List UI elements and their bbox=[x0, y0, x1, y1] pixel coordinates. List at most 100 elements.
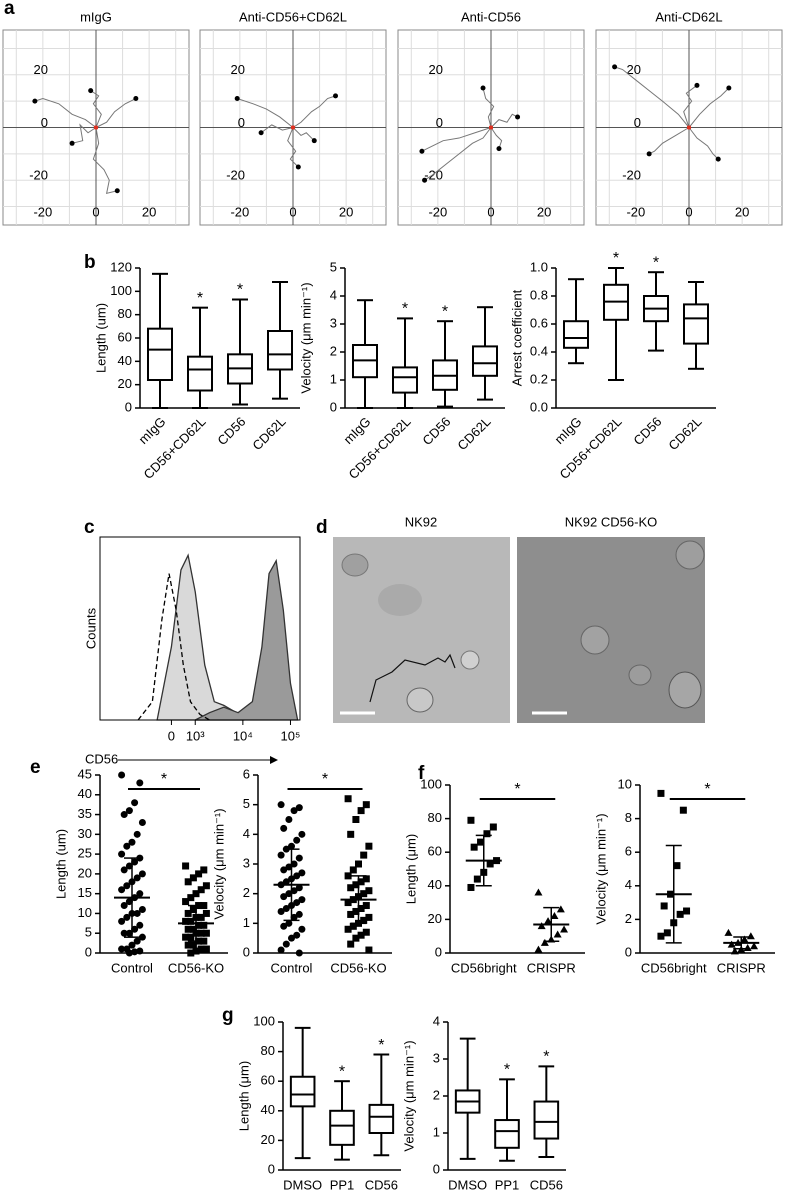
track bbox=[95, 98, 137, 128]
track-end bbox=[69, 140, 75, 146]
point bbox=[131, 799, 139, 807]
y-tick-label: 0.4 bbox=[530, 343, 548, 358]
x-tick-label: mIgG bbox=[135, 414, 168, 447]
track-end bbox=[646, 151, 652, 157]
point bbox=[195, 921, 203, 929]
x-tick-label: Control bbox=[111, 960, 153, 975]
point bbox=[187, 894, 195, 902]
density-curve bbox=[194, 558, 299, 721]
x-tick-label: 0 bbox=[92, 204, 99, 219]
track-end bbox=[694, 82, 700, 88]
x-tick-label: 10³ bbox=[186, 728, 205, 743]
y-axis-label: Velocity (μm min⁻¹) bbox=[401, 1040, 416, 1151]
point bbox=[673, 862, 681, 870]
point bbox=[473, 875, 481, 883]
point bbox=[290, 807, 298, 815]
significance: * bbox=[514, 781, 520, 798]
point bbox=[355, 860, 362, 868]
point bbox=[727, 940, 736, 948]
point bbox=[750, 942, 759, 950]
x-tick-label: CD56-KO bbox=[330, 960, 386, 975]
point bbox=[195, 870, 203, 878]
point bbox=[280, 866, 288, 874]
significance: * bbox=[442, 303, 448, 320]
chart-title: mIgG bbox=[80, 9, 112, 24]
point bbox=[344, 872, 352, 880]
y-tick-label: 0 bbox=[243, 944, 250, 959]
point bbox=[118, 945, 126, 953]
x-tick-label: 20 bbox=[537, 204, 551, 219]
y-tick-label: 0.6 bbox=[530, 315, 548, 330]
point bbox=[118, 771, 126, 779]
track-end bbox=[726, 85, 732, 91]
significance: * bbox=[653, 254, 659, 271]
y-tick-label: -20 bbox=[226, 168, 245, 183]
point bbox=[349, 866, 357, 874]
point bbox=[187, 949, 195, 957]
track bbox=[34, 97, 97, 128]
cell bbox=[628, 664, 652, 686]
point bbox=[295, 884, 303, 892]
y-tick-label: 35 bbox=[78, 806, 92, 821]
track-end bbox=[715, 156, 721, 162]
point bbox=[184, 925, 192, 933]
y-tick-label: 20 bbox=[428, 911, 442, 926]
point bbox=[347, 884, 355, 892]
chart-title: Anti-CD62L bbox=[655, 9, 722, 24]
point bbox=[560, 925, 569, 933]
y-tick-label: 60 bbox=[118, 329, 132, 344]
x-tick-label: CRISPR bbox=[527, 960, 576, 975]
point bbox=[285, 919, 293, 927]
panel-label: g bbox=[222, 1005, 234, 1026]
point bbox=[295, 910, 303, 918]
point bbox=[120, 902, 128, 910]
y-tick-label: 2 bbox=[433, 1087, 440, 1102]
y-tick-label: 8 bbox=[625, 810, 632, 825]
y-tick-label: 10 bbox=[78, 905, 92, 920]
point bbox=[357, 931, 365, 939]
y-tick-label: 1 bbox=[433, 1124, 440, 1139]
track bbox=[369, 653, 456, 703]
point bbox=[352, 907, 360, 915]
point bbox=[280, 893, 288, 901]
point bbox=[133, 937, 141, 945]
y-tick-label: -20 bbox=[622, 168, 641, 183]
point bbox=[125, 898, 133, 906]
y-tick-label: 0 bbox=[435, 944, 442, 959]
x-tick-label: CD62L bbox=[454, 414, 493, 453]
track-end bbox=[311, 138, 317, 144]
arrow-head bbox=[270, 756, 278, 764]
point bbox=[365, 842, 373, 850]
track bbox=[688, 87, 730, 128]
point bbox=[298, 830, 306, 838]
y-tick-label: 4 bbox=[243, 826, 250, 841]
point bbox=[357, 878, 365, 886]
panel-label: e bbox=[30, 757, 41, 778]
point bbox=[192, 947, 200, 955]
point bbox=[344, 899, 352, 907]
point bbox=[298, 896, 306, 904]
point bbox=[277, 907, 285, 915]
track-end bbox=[133, 96, 139, 102]
y-tick-label: 15 bbox=[78, 885, 92, 900]
track bbox=[292, 127, 315, 142]
y-tick-label: 4 bbox=[625, 877, 632, 892]
track-end bbox=[515, 114, 521, 120]
point bbox=[123, 842, 131, 850]
y-axis-label: Velocity (μm min⁻¹) bbox=[211, 808, 226, 919]
point bbox=[184, 909, 192, 917]
box bbox=[329, 1109, 355, 1146]
box bbox=[368, 1103, 395, 1135]
y-axis-label: Length (um) bbox=[53, 829, 68, 899]
y-tick-label: 3 bbox=[330, 315, 337, 330]
point bbox=[184, 941, 192, 949]
panel-label: d bbox=[316, 517, 328, 538]
point bbox=[285, 816, 293, 823]
x-tick-label: CD56 bbox=[630, 414, 664, 448]
significance: * bbox=[613, 250, 619, 267]
x-tick-label: CD56-KO bbox=[168, 960, 224, 975]
x-tick-label: 10⁵ bbox=[281, 728, 301, 743]
x-tick-label: CD56 bbox=[365, 1177, 398, 1192]
y-tick-label: 1 bbox=[330, 371, 337, 386]
